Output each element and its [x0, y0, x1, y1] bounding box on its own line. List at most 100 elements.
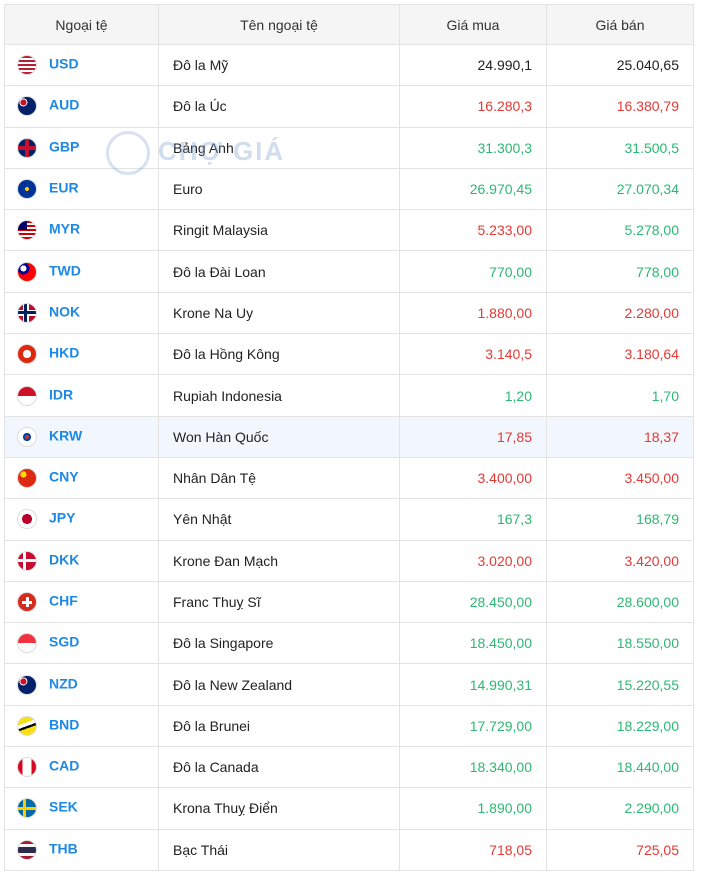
column-header: Tên ngoại tệ — [158, 4, 400, 45]
buy-price: 14.990,31 — [399, 663, 547, 706]
currency-row: BND Đô la Brunei 17.729,00 18.229,00 — [4, 704, 694, 748]
currency-code: AUD — [49, 97, 80, 114]
buy-price: 17,85 — [399, 415, 547, 458]
currency-name: Won Hàn Quốc — [158, 415, 400, 458]
sell-price: 168,79 — [546, 498, 694, 541]
currency-name: Krone Đan Mạch — [158, 539, 400, 582]
flag-icon — [17, 385, 37, 406]
currency-name: Đô la Úc — [158, 85, 400, 128]
currency-code-cell: AUD — [4, 85, 159, 128]
currency-row: NZD Đô la New Zealand 14.990,31 15.220,55 — [4, 663, 694, 706]
buy-price: 1.880,00 — [399, 291, 547, 335]
currency-code-cell: NOK — [4, 291, 159, 335]
flag-icon — [17, 137, 37, 158]
currency-name: Krone Na Uy — [158, 291, 400, 335]
currency-code-cell: NZD — [4, 663, 159, 706]
currency-name: Euro — [158, 167, 400, 211]
buy-price: 770,00 — [399, 250, 547, 293]
sell-price: 3.180,64 — [546, 333, 694, 376]
currency-name: Nhân Dân Tệ — [158, 456, 400, 500]
buy-price: 167,3 — [399, 498, 547, 541]
currency-code: SGD — [49, 634, 80, 650]
currency-row: AUD Đô la Úc 16.280,3 16.380,79 — [4, 85, 694, 128]
currency-row: KRW Won Hàn Quốc 17,85 18,37 — [4, 415, 694, 458]
buy-price: 5.233,00 — [399, 209, 547, 252]
column-header: Ngoại tệ — [4, 4, 159, 45]
currency-name: Đô la Đài Loan — [158, 250, 400, 293]
buy-price: 3.020,00 — [399, 539, 547, 582]
buy-price: 3.140,5 — [399, 333, 547, 376]
sell-price: 16.380,79 — [546, 85, 694, 128]
currency-code-cell: THB — [4, 828, 159, 871]
currency-code: DKK — [49, 551, 80, 568]
currency-code: USD — [49, 55, 79, 72]
currency-name: Đô la Brunei — [158, 704, 400, 748]
currency-code: GBP — [49, 138, 80, 155]
buy-price: 16.280,3 — [399, 85, 547, 128]
flag-icon — [17, 592, 37, 612]
buy-price: 18.340,00 — [399, 746, 547, 789]
flag-icon — [17, 302, 37, 323]
sell-price: 15.220,55 — [546, 663, 694, 706]
buy-price: 26.970,45 — [399, 167, 547, 211]
currency-name: Đô la Singapore — [158, 622, 400, 665]
currency-code: BND — [49, 716, 80, 733]
sell-price: 25.040,65 — [546, 43, 694, 87]
currency-code-cell: JPY — [4, 498, 159, 541]
buy-price: 718,05 — [399, 828, 547, 871]
currency-code: NOK — [49, 303, 81, 320]
currency-code-cell: CAD — [4, 746, 159, 789]
header-row: Ngoại tệ Tên ngoại tệ Giá mua Giá bán — [4, 4, 694, 45]
sell-price: 1,70 — [546, 374, 694, 417]
currency-code-cell: CNY — [4, 456, 159, 500]
currency-row: NOK Krone Na Uy 1.880,00 2.280,00 — [4, 291, 694, 335]
flag-icon — [17, 96, 37, 117]
buy-price: 28.450,00 — [399, 580, 547, 624]
currency-code: EUR — [49, 179, 79, 196]
currency-code: MYR — [49, 221, 81, 238]
sell-price: 18.440,00 — [546, 746, 694, 789]
sell-price: 778,00 — [546, 250, 694, 293]
flag-icon — [17, 426, 37, 447]
flag-icon — [17, 261, 37, 282]
flag-icon — [17, 179, 37, 200]
currency-code: SEK — [49, 799, 78, 816]
currency-code: CNY — [49, 468, 79, 485]
sell-price: 27.070,34 — [546, 167, 694, 211]
currency-row: SGD Đô la Singapore 18.450,00 18.550,00 — [4, 622, 694, 665]
currency-name: Franc Thuỵ Sĩ — [158, 580, 400, 624]
flag-icon — [17, 509, 37, 530]
currency-name: Bạc Thái — [158, 828, 400, 871]
currency-row: DKK Krone Đan Mạch 3.020,00 3.420,00 — [4, 539, 694, 582]
watermark-logo — [106, 131, 150, 175]
currency-row: EUR Euro 26.970,45 27.070,34 — [4, 167, 694, 211]
currency-name: Krona Thuỵ Điển — [158, 787, 400, 830]
flag-icon — [17, 715, 37, 736]
currency-code: KRW — [49, 427, 83, 444]
buy-price: 1,20 — [399, 374, 547, 417]
currency-row: JPY Yên Nhật 167,3 168,79 — [4, 498, 694, 541]
currency-row: HKD Đô la Hồng Kông 3.140,5 3.180,64 — [4, 333, 694, 376]
buy-price: 31.300,3 — [399, 126, 547, 169]
currency-code-cell: DKK — [4, 539, 159, 582]
sell-price: 725,05 — [546, 828, 694, 871]
currency-code-cell: USD — [4, 43, 159, 87]
currency-code: HKD — [49, 344, 80, 361]
sell-price: 31.500,5 — [546, 126, 694, 169]
currency-row: GBP Bảng Anh 31.300,3 31.500,5 — [4, 126, 694, 169]
currency-name: Đô la Hồng Kông — [158, 333, 400, 376]
buy-price: 1.890,00 — [399, 787, 547, 830]
currency-row: IDR Rupiah Indonesia 1,20 1,70 — [4, 374, 694, 417]
flag-icon — [17, 220, 37, 241]
currency-code: JPY — [49, 510, 76, 527]
sell-price: 2.290,00 — [546, 787, 694, 830]
table-body: USD Đô la Mỹ 24.990,1 25.040,65 AUD Đô la Úc 1… — [4, 43, 694, 871]
currency-row: MYR Ringit Malaysia 5.233,00 5.278,00 — [4, 209, 694, 252]
currency-row: CAD Đô la Canada 18.340,00 18.440,00 — [4, 746, 694, 789]
currency-code-cell: HKD — [4, 333, 159, 376]
currency-code-cell: EUR — [4, 167, 159, 211]
currency-name: Đô la Canada — [158, 746, 400, 789]
currency-name: Ringit Malaysia — [158, 209, 400, 252]
currency-code-cell: SGD — [4, 622, 159, 665]
currency-code-cell: CHF — [4, 580, 159, 624]
